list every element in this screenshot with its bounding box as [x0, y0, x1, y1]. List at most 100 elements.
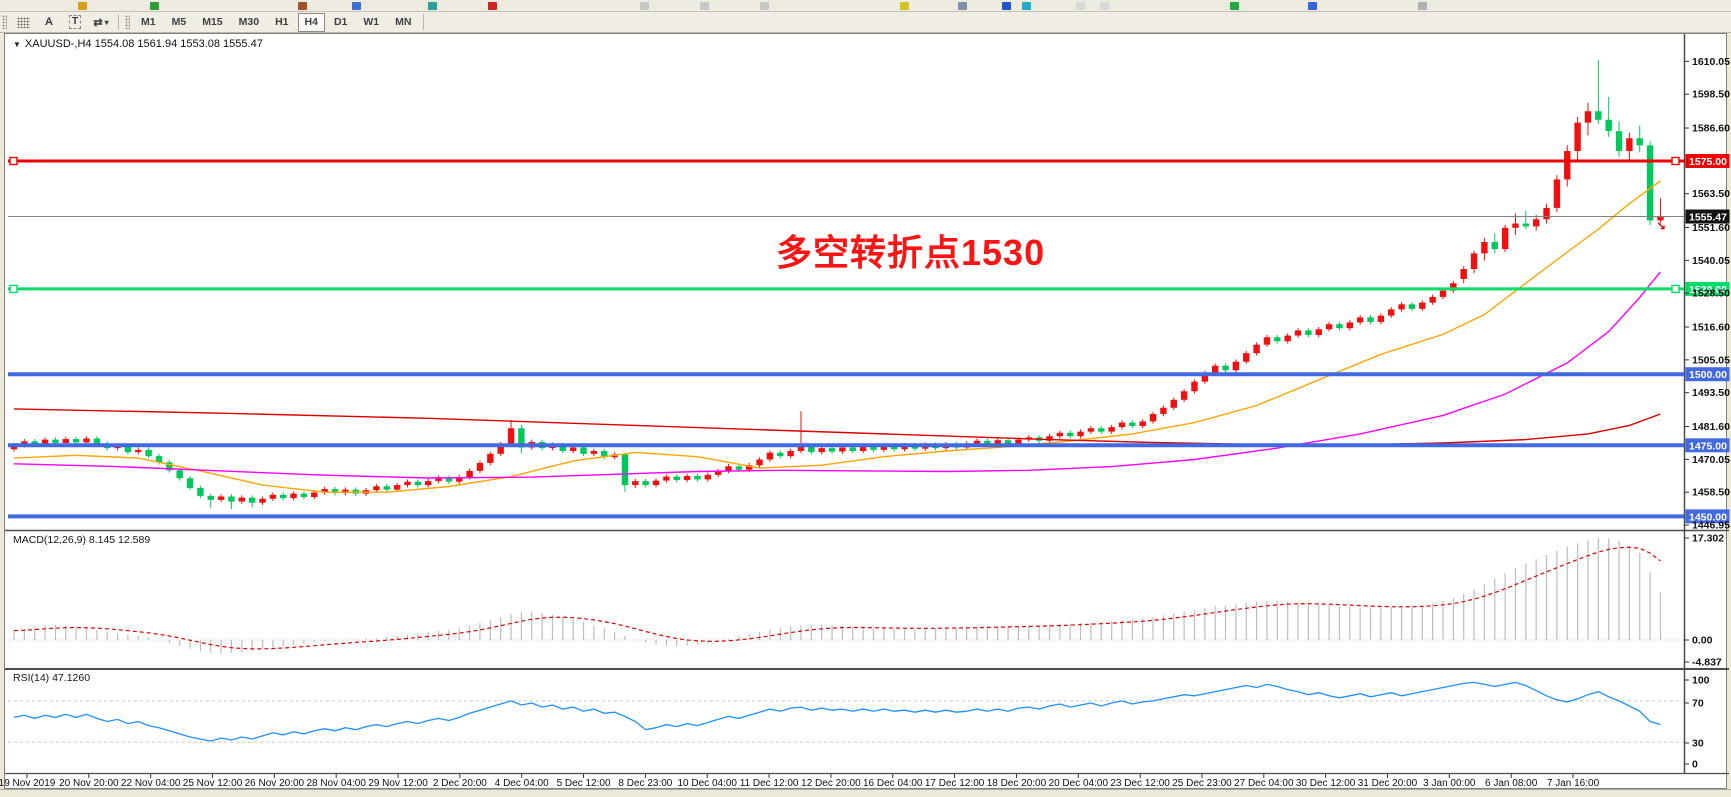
toolbar-icon-fragment — [488, 2, 497, 10]
toolbar-icon-fragment — [298, 2, 307, 10]
svg-text:26 Nov 20:00: 26 Nov 20:00 — [245, 778, 305, 789]
svg-text:1530.00: 1530.00 — [1689, 284, 1727, 296]
chart-window[interactable] — [4, 33, 1727, 789]
svg-text:7 Jan 16:00: 7 Jan 16:00 — [1547, 778, 1600, 789]
macd-pane[interactable] — [13, 537, 1662, 654]
timeframe-button-m30[interactable]: M30 — [238, 16, 260, 28]
pane-borders — [5, 34, 1729, 775]
svg-text:1516.60: 1516.60 — [1692, 322, 1730, 334]
svg-text:1551.60: 1551.60 — [1692, 222, 1730, 234]
objects-tool-button[interactable]: ⇄ ▾ — [89, 14, 113, 31]
svg-text:30: 30 — [1692, 738, 1704, 750]
svg-text:1475.00: 1475.00 — [1689, 440, 1727, 452]
svg-text:23 Dec 12:00: 23 Dec 12:00 — [1110, 778, 1170, 789]
freehand-tool-icon — [16, 16, 30, 28]
svg-text:22 Nov 04:00: 22 Nov 04:00 — [121, 778, 181, 789]
svg-text:1610.05: 1610.05 — [1692, 56, 1730, 68]
price-axis[interactable]: 1610.05 1598.50 1586.60 1563.50 1551.60 1540.… — [1684, 56, 1730, 771]
toolbar-icon-fragment — [78, 2, 87, 10]
svg-text:16 Dec 04:00: 16 Dec 04:00 — [863, 778, 923, 789]
toolbar-icon-fragment — [352, 2, 361, 10]
svg-text:1470.05: 1470.05 — [1692, 454, 1730, 466]
text-tool-button[interactable]: T — [63, 14, 87, 31]
svg-text:10 Dec 04:00: 10 Dec 04:00 — [677, 778, 737, 789]
toolbar-icon-fragment — [1002, 2, 1011, 10]
toolbar-icon-fragment — [1308, 2, 1317, 10]
svg-text:1500.00: 1500.00 — [1689, 369, 1727, 381]
svg-text:20 Nov 20:00: 20 Nov 20:00 — [59, 778, 119, 789]
toolbar-grip-2[interactable] — [125, 15, 130, 29]
time-axis[interactable]: 19 Nov 2019 20 Nov 20:00 22 Nov 04:00 25 No… — [0, 774, 1600, 789]
chart-dropdown-icon[interactable]: ▼ — [13, 40, 21, 49]
objects-tool-icon: ⇄ — [93, 16, 103, 29]
font-tool-icon: A — [45, 16, 53, 28]
sell-arrow-icon: ↘ — [1656, 219, 1666, 233]
svg-text:28 Nov 04:00: 28 Nov 04:00 — [306, 778, 366, 789]
svg-text:4 Dec 04:00: 4 Dec 04:00 — [495, 778, 549, 789]
symbol-title-text: XAUUSD-,H4 1554.08 1561.94 1553.08 1555.… — [24, 38, 263, 50]
svg-text:30 Dec 12:00: 30 Dec 12:00 — [1296, 778, 1356, 789]
svg-text:2 Dec 20:00: 2 Dec 20:00 — [433, 778, 487, 789]
svg-text:3 Jan 00:00: 3 Jan 00:00 — [1423, 778, 1476, 789]
svg-text:8 Dec 23:00: 8 Dec 23:00 — [618, 778, 672, 789]
timeframe-button-h1[interactable]: H1 — [275, 16, 289, 28]
toolbar-separator — [118, 14, 119, 30]
chart-text-annotation[interactable]: 多空转折点1530 — [776, 232, 1046, 273]
timeframe-button-w1[interactable]: W1 — [363, 16, 380, 28]
svg-text:18 Dec 20:00: 18 Dec 20:00 — [987, 778, 1047, 789]
svg-text:17 Dec 12:00: 17 Dec 12:00 — [925, 778, 985, 789]
toolbar-grip[interactable] — [2, 15, 7, 29]
drawing-tools-group: A T ⇄ ▾ — [10, 14, 114, 31]
macd-indicator-label: MACD(12,26,9) 8.145 12.589 — [13, 534, 151, 546]
toolbar-icon-fragment — [150, 2, 159, 10]
svg-text:6 Jan 08:00: 6 Jan 08:00 — [1485, 778, 1538, 789]
timeframe-button-m5[interactable]: M5 — [171, 16, 187, 28]
svg-text:17.302: 17.302 — [1692, 533, 1724, 545]
svg-text:25 Dec 23:00: 25 Dec 23:00 — [1172, 778, 1232, 789]
timeframe-button-h4[interactable]: H4 — [297, 12, 325, 32]
rsi-indicator-label: RSI(14) 47.1260 — [13, 672, 91, 684]
svg-text:31 Dec 20:00: 31 Dec 20:00 — [1358, 778, 1418, 789]
svg-text:1555.47: 1555.47 — [1689, 212, 1727, 224]
toolbar-icon-fragment — [1418, 2, 1427, 10]
font-tool-button[interactable]: A — [37, 14, 61, 31]
svg-text:↘: ↘ — [1656, 219, 1666, 233]
timeframe-group: M1 M5 M15 M30 H1 H4 D1 W1 MN — [133, 12, 419, 32]
rsi-pane[interactable] — [13, 681, 1661, 742]
freehand-tool-button[interactable] — [11, 14, 35, 31]
toolbar-icon-fragment — [1100, 2, 1109, 10]
indicator-levels — [8, 639, 1684, 743]
top-toolbar-cropped — [0, 0, 1731, 12]
svg-text:27 Dec 04:00: 27 Dec 04:00 — [1234, 778, 1294, 789]
ma-mid-magenta — [13, 271, 1661, 479]
symbol-title[interactable]: ▼ XAUUSD-,H4 1554.08 1561.94 1553.08 1555… — [13, 38, 263, 50]
svg-text:1586.60: 1586.60 — [1692, 123, 1730, 135]
svg-text:1450.00: 1450.00 — [1689, 511, 1727, 523]
timeframe-button-mn[interactable]: MN — [395, 16, 412, 28]
text-tool-icon: T — [68, 15, 82, 29]
svg-text:1458.50: 1458.50 — [1692, 487, 1730, 499]
chart-toolbar: A T ⇄ ▾ M1 M5 M15 M30 H1 H4 D1 W1 MN — [0, 12, 1731, 33]
toolbar-icon-fragment — [1022, 2, 1031, 10]
timeframe-button-m15[interactable]: M15 — [202, 16, 223, 28]
svg-text:29 Nov 12:00: 29 Nov 12:00 — [368, 778, 428, 789]
svg-text:-4.837: -4.837 — [1692, 657, 1722, 669]
svg-text:1563.50: 1563.50 — [1692, 188, 1730, 200]
svg-text:19 Nov 2019: 19 Nov 2019 — [0, 778, 56, 789]
svg-text:1575.00: 1575.00 — [1689, 156, 1727, 168]
toolbar-icon-fragment — [760, 2, 769, 10]
svg-text:1481.60: 1481.60 — [1692, 421, 1730, 433]
toolbar-icon-fragment — [958, 2, 967, 10]
svg-text:12 Dec 20:00: 12 Dec 20:00 — [801, 778, 861, 789]
price-hlines[interactable]: 1575.00 1555.47 1530.00 1500.00 1475.00 1450.… — [8, 154, 1730, 524]
svg-text:1505.05: 1505.05 — [1692, 354, 1730, 366]
svg-text:0: 0 — [1692, 759, 1698, 771]
svg-text:1598.50: 1598.50 — [1692, 89, 1730, 101]
bottom-strip — [0, 789, 1731, 797]
candles-layer[interactable] — [10, 60, 1664, 509]
toolbar-icon-fragment — [900, 2, 909, 10]
timeframe-button-m1[interactable]: M1 — [141, 16, 156, 28]
timeframe-button-d1[interactable]: D1 — [333, 16, 348, 28]
chevron-down-icon[interactable]: ▾ — [104, 17, 109, 27]
